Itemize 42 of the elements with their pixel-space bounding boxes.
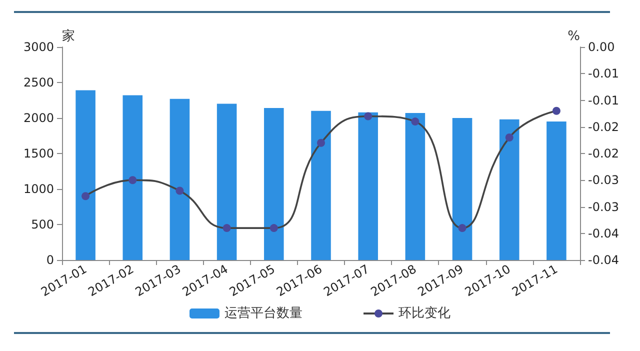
point xyxy=(176,186,184,195)
y-tick-label: 2000 xyxy=(23,111,54,125)
point xyxy=(458,224,466,232)
bar xyxy=(452,118,472,260)
y2-tick-label: -0.02 xyxy=(588,120,620,134)
y2-axis-title: % xyxy=(568,29,580,44)
point xyxy=(364,112,372,120)
point xyxy=(128,176,137,184)
y2-tick-label: -0.01 xyxy=(588,93,620,108)
y2-tick-label: -0.04 xyxy=(588,253,620,267)
bar xyxy=(264,108,284,260)
y2-tick-label: -0.02 xyxy=(588,146,620,160)
y-tick-label: 1500 xyxy=(23,146,54,160)
point xyxy=(317,138,325,147)
point xyxy=(82,192,90,200)
y2-tick-label: 0.00 xyxy=(588,40,615,54)
point xyxy=(270,224,278,232)
bar xyxy=(546,122,566,260)
point xyxy=(505,134,514,142)
bar xyxy=(216,104,237,260)
bar xyxy=(76,90,96,260)
y-tick-label: 3000 xyxy=(23,40,54,54)
bar xyxy=(170,98,190,260)
legend-label: 环比变化 xyxy=(398,306,450,321)
y-tick-label: 0 xyxy=(46,253,54,267)
point xyxy=(222,224,231,232)
y-tick-label: 1000 xyxy=(23,182,54,196)
bar xyxy=(405,113,426,260)
y2-tick-label: -0.01 xyxy=(588,66,620,81)
y-tick-label: 500 xyxy=(31,218,54,232)
y-axis-title: 家 xyxy=(62,28,75,44)
bar xyxy=(499,119,520,260)
y2-tick-label: -0.03 xyxy=(588,173,620,188)
legend-label: 运营平台数量 xyxy=(224,306,302,321)
bar xyxy=(358,112,378,260)
y2-tick-label: -0.04 xyxy=(588,226,620,240)
y-tick-label: 2500 xyxy=(23,76,54,90)
point xyxy=(552,106,560,115)
bar xyxy=(122,95,143,260)
point xyxy=(411,118,420,126)
bar xyxy=(311,110,331,260)
y2-tick-label: -0.03 xyxy=(588,200,620,214)
